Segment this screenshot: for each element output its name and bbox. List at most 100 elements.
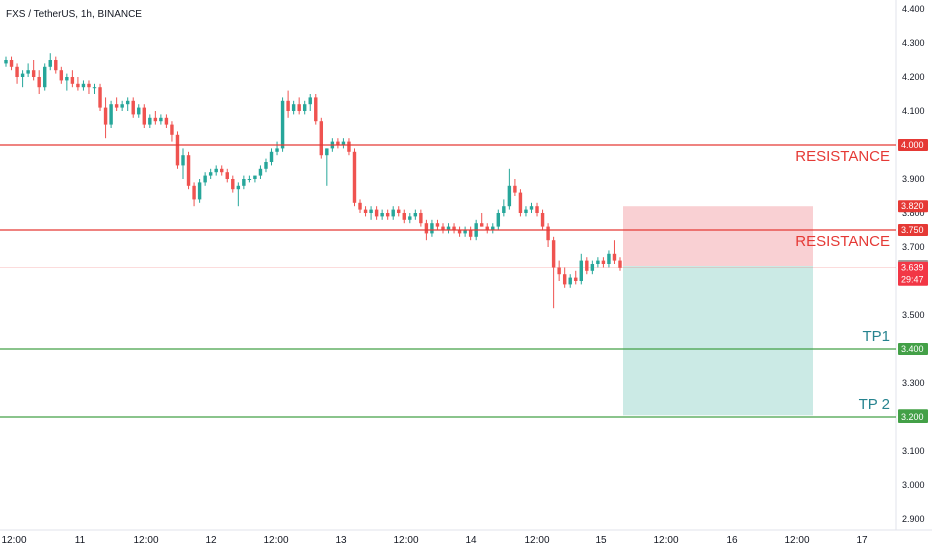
candle-body [607,253,611,264]
price-badge-value: 3.400 [901,344,924,354]
candle-body [618,260,622,268]
candle-body [502,206,506,213]
candle-body [9,60,14,67]
bar-countdown: 29:47 [901,275,924,285]
candle-body [352,151,357,203]
y-tick-label: 3.500 [902,310,925,320]
candle-body [463,230,467,234]
candle-body [43,66,47,88]
candle-body [413,213,418,217]
candle-body [70,77,75,84]
x-tick-label: 15 [595,535,607,546]
candle-body [535,206,539,213]
y-tick-label: 3.800 [902,208,925,218]
candle-body [242,179,246,186]
price-badge [898,261,928,286]
y-tick-label: 4.200 [902,72,925,82]
candle-body [529,206,534,210]
x-tick-label: 12:00 [1,535,26,546]
candle-body [225,172,229,179]
candle-body [574,277,578,281]
candle-body [269,151,274,162]
candle-body [479,223,484,227]
candle-body [81,83,86,88]
candle-body [491,226,495,230]
candle-body [208,172,213,176]
candle-body [590,264,595,271]
y-tick-label: 4.400 [902,4,925,14]
candle-body [220,168,224,173]
y-tick-label: 4.100 [902,106,925,116]
candle-body [170,124,174,135]
price-badge-value: 3.200 [901,412,924,422]
y-tick-label: 3.100 [902,446,925,456]
candle-body [314,97,318,122]
candle-body [164,117,169,125]
candle-body [142,107,147,125]
x-tick-label: 12:00 [133,535,158,546]
candle-body [596,260,600,264]
candle-body [308,97,312,105]
candle-body [302,104,307,111]
candle-body [92,87,97,89]
price-badge [898,343,928,355]
candle-body [452,226,456,230]
candle-body [76,83,80,88]
candle-body [103,107,108,125]
candle-body [540,213,545,227]
candle-body [253,175,257,179]
take-profit-label: TP1 [862,328,890,345]
candle-body [231,179,235,190]
candle-body [380,213,384,217]
candle-body [601,260,606,264]
candle-body [513,185,517,193]
x-tick-label: 11 [75,535,86,546]
candle-body [98,87,102,108]
candle-body [125,100,130,105]
candle-body [507,185,512,207]
x-tick-label: 17 [856,535,868,546]
candle-body [120,104,124,108]
y-tick-label: 2.900 [902,514,925,524]
candle-body [131,100,135,115]
x-tick-label: 14 [465,535,477,546]
candle-body [369,209,373,213]
candle-body [551,240,556,268]
candle-body [557,267,561,275]
candle-body [485,226,489,230]
candle-body [286,100,290,111]
take-profit-zone [623,266,813,416]
resistance-label: RESISTANCE [795,233,890,250]
candle-body [20,73,25,77]
candle-body [264,162,268,169]
candle-body [402,213,406,220]
candle-body [358,202,362,210]
candle-body [87,83,91,88]
take-profit-label: TP 2 [859,396,890,413]
candle-body [585,260,589,271]
candle-body [236,185,241,190]
x-tick-label: 12:00 [653,535,678,546]
stop-loss-zone [623,206,813,267]
x-tick-label: 12:00 [263,535,288,546]
candle-body [385,213,390,217]
candle-body [408,216,412,220]
candle-body [159,117,163,122]
candle-body [430,223,434,234]
price-badge-value: 4.000 [901,140,924,150]
candle-body [397,209,401,213]
candle-body [441,226,445,230]
price-badge-value: 3.820 [901,201,924,211]
candle-body [347,141,351,152]
x-tick-label: 12:00 [393,535,418,546]
candle-body [175,134,180,166]
candle-body [258,168,263,176]
candle-body [446,226,451,230]
candle-body [546,226,550,241]
candle-body [568,277,572,285]
candle-body [374,209,379,217]
candle-body [612,253,617,261]
y-tick-label: 3.900 [902,174,925,184]
candle-body [109,104,113,125]
